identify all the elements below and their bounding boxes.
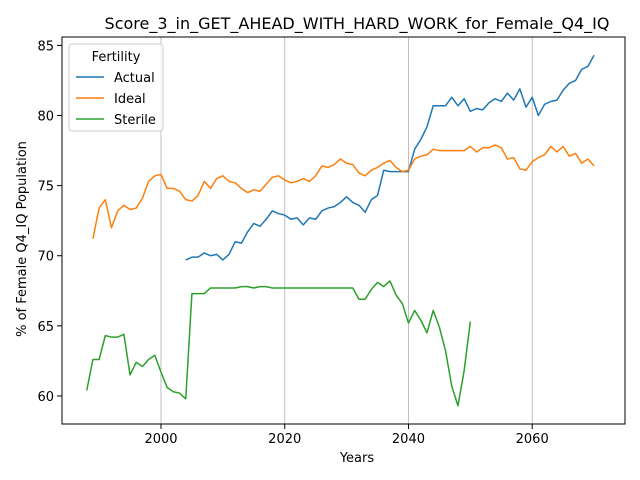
- y-tick-label: 85: [37, 39, 54, 54]
- y-tick-label: 80: [37, 110, 54, 125]
- y-tick-label: 70: [37, 250, 54, 265]
- legend-label-sterile: Sterile: [114, 113, 156, 128]
- y-tick-label: 65: [37, 320, 54, 335]
- legend: Fertility Actual Ideal Sterile: [68, 43, 164, 132]
- plot-lines: [86, 54, 595, 407]
- chart-title: Score_3_in_GET_AHEAD_WITH_HARD_WORK_for_…: [105, 14, 610, 34]
- y-axis: 60 65 70 75 80 85: [37, 39, 62, 405]
- y-tick-label: 75: [37, 180, 54, 195]
- x-tick-label: 2040: [392, 432, 425, 447]
- x-axis: 2000 2020 2040 2060: [144, 424, 549, 447]
- y-axis-label: % of Female Q4_IQ Population: [15, 141, 30, 337]
- series-line-ideal: [92, 144, 595, 240]
- legend-label-actual: Actual: [114, 71, 155, 86]
- y-tick-label: 60: [37, 390, 54, 405]
- plot-frame: [61, 36, 626, 425]
- legend-label-ideal: Ideal: [114, 92, 146, 107]
- legend-title: Fertility: [92, 50, 141, 65]
- x-tick-label: 2020: [268, 432, 301, 447]
- legend-frame: [68, 43, 164, 132]
- series-line-sterile: [86, 280, 472, 407]
- x-tick-label: 2000: [144, 432, 177, 447]
- x-axis-label: Years: [339, 451, 375, 466]
- x-tick-label: 2060: [516, 432, 549, 447]
- series-line-actual: [185, 54, 595, 261]
